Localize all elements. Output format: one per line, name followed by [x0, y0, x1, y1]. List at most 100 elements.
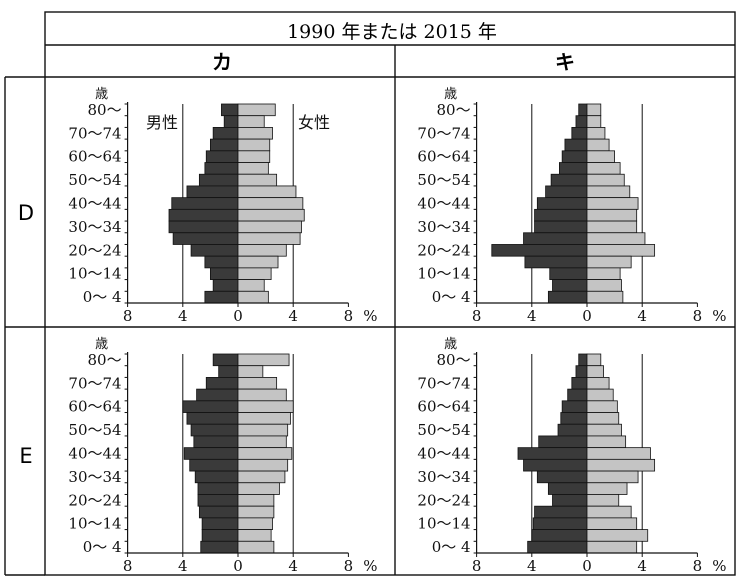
age-label: 80～ [437, 101, 471, 119]
bar-male [571, 127, 588, 140]
bar-female [237, 232, 301, 245]
bar-female [586, 197, 639, 210]
age-label: 70～74 [417, 124, 470, 142]
bar-male [189, 458, 239, 472]
figure-title: 1990 年または 2015 年 [287, 21, 497, 43]
age-label: 60～64 [417, 398, 470, 416]
bar-male [168, 220, 239, 234]
bar-male [491, 244, 588, 257]
bar-female [237, 162, 269, 175]
bar-male [218, 365, 239, 378]
bar-female [586, 400, 618, 413]
age-label: 60～64 [68, 398, 121, 416]
bar-female [586, 377, 610, 390]
age-label: 50～54 [417, 421, 470, 439]
bar-female [237, 103, 276, 117]
age-label: 60～64 [417, 148, 470, 166]
bar-male [204, 290, 239, 304]
bar-female [237, 447, 293, 460]
bar-male [201, 517, 239, 530]
bar-female [237, 482, 280, 495]
bar-male [524, 255, 588, 269]
x-tick-label: 4 [527, 307, 537, 325]
bar-male [534, 220, 588, 234]
bar-male [205, 150, 239, 163]
age-label: 30～34 [68, 218, 121, 236]
bar-male [182, 400, 239, 413]
age-label: 40～44 [417, 195, 470, 213]
bar-female [586, 494, 620, 507]
bar-male [534, 505, 588, 519]
x-tick-label: 4 [178, 307, 188, 325]
bar-male [205, 377, 239, 390]
bar-male [204, 162, 239, 175]
age-label: 60～64 [68, 148, 121, 166]
age-label: 30～34 [417, 468, 470, 486]
bar-female [586, 127, 606, 140]
bar-male [186, 185, 239, 199]
bar-female [237, 435, 287, 449]
bar-male [201, 529, 239, 542]
bar-female [586, 423, 622, 437]
bar-female [586, 388, 614, 402]
bar-male [552, 494, 588, 507]
bar-male [517, 447, 588, 460]
x-tick-label: 8 [693, 307, 703, 325]
age-unit-label: 歳 [444, 337, 457, 352]
bar-female [586, 482, 628, 495]
bar-male [196, 388, 239, 402]
bar-female [586, 529, 649, 542]
column-label-ki: キ [555, 50, 575, 74]
bar-male [204, 255, 239, 269]
bar-male [547, 290, 588, 304]
x-tick-label: 8 [344, 557, 354, 575]
bar-female [237, 388, 287, 402]
bar-male [221, 103, 239, 117]
bar-female [237, 197, 304, 210]
bar-female [586, 185, 631, 199]
bar-female [586, 435, 627, 449]
bar-male [193, 435, 239, 449]
table-grid [4, 11, 736, 576]
age-label: 70～74 [68, 374, 121, 392]
x-tick-label: 4 [178, 557, 188, 575]
age-label: 70～74 [417, 374, 470, 392]
row-label-e: E [19, 444, 32, 468]
age-label: 40～44 [417, 445, 470, 463]
bar-female [586, 458, 656, 472]
bar-male [561, 400, 588, 413]
age-unit-label: 歳 [444, 87, 457, 102]
age-label: 80～ [437, 351, 471, 369]
x-tick-label: 0 [233, 557, 243, 575]
age-label: 20～24 [68, 491, 121, 509]
age-unit-label: 歳 [95, 337, 108, 352]
bar-female [586, 208, 638, 222]
bar-male [171, 197, 239, 210]
pyramid-panel-d-0: 8 4 0 4 8 % 80～ 70～74 60～64 50～54 40～44 30～34 20～24 1… [68, 87, 377, 325]
x-tick-label: 8 [472, 307, 482, 325]
bar-male [575, 365, 588, 378]
bar-male [183, 447, 239, 460]
bar-female [586, 232, 646, 245]
bar-male [194, 470, 239, 484]
age-label: 20～24 [68, 241, 121, 259]
bar-male [212, 353, 239, 367]
bar-female [586, 290, 624, 304]
x-tick-label: 8 [472, 557, 482, 575]
bar-male [547, 482, 588, 495]
bar-male [198, 173, 239, 187]
x-tick-label: 8 [123, 307, 133, 325]
age-label: 40～44 [68, 445, 121, 463]
age-label: 0～ 4 [83, 538, 122, 556]
bar-female [237, 279, 265, 292]
bar-female [586, 470, 639, 484]
age-label: 50～54 [417, 171, 470, 189]
x-tick-label: 8 [693, 557, 703, 575]
female-label: 女性 [298, 113, 330, 132]
bar-female [586, 505, 632, 519]
pyramid-panel-d-1: 8 4 0 4 8 % 80～ 70～74 60～64 50～54 40～44 30～34 20～24 1… [417, 87, 726, 325]
pyramid-panel-e-3: 8 4 0 4 8 % 80～ 70～74 60～64 50～54 40～44 30～34 20～24 1… [417, 337, 726, 575]
x-tick-label: 0 [582, 307, 592, 325]
age-label: 0～ 4 [83, 288, 122, 306]
